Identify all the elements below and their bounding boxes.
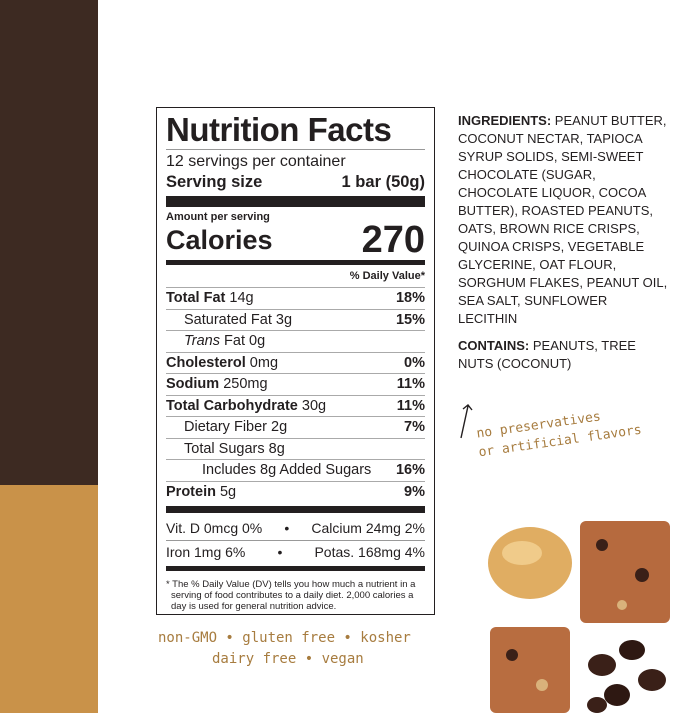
nutrient-dv: 9% — [404, 483, 425, 500]
ingredients-label: INGREDIENTS: — [458, 113, 552, 128]
nutrient-name: Trans Fat 0g — [184, 333, 266, 349]
nutrient-amount: 14g — [229, 290, 254, 306]
footnote: * The % Daily Value (DV) tells you how m… — [166, 579, 416, 612]
vitamin-row: Vit. D 0mcg 0% • Calcium 24mg 2% — [166, 517, 425, 540]
nutrient-row: Cholesterol 0mg 0% — [166, 351, 425, 374]
arrow-icon — [460, 404, 473, 439]
ingredients-panel: INGREDIENTS: PEANUT BUTTER, COCONUT NECT… — [458, 112, 668, 373]
divider — [166, 566, 425, 571]
calories: Calories 270 — [166, 219, 425, 261]
divider — [166, 506, 425, 513]
vitamin-row: Iron 1mg 6% • Potas. 168mg 4% — [166, 541, 425, 564]
claims-line-1: non-GMO • gluten free • kosher — [158, 630, 411, 646]
nutrient-amount: 250mg — [223, 376, 268, 392]
ingredients: INGREDIENTS: PEANUT BUTTER, COCONUT NECT… — [458, 112, 668, 328]
calcium: Calcium 24mg 2% — [311, 520, 425, 536]
nutrient-amount: 5g — [219, 483, 237, 500]
calories-value: 270 — [361, 219, 425, 261]
iron: Iron 1mg 6% — [166, 544, 246, 560]
nutrient-amount: 2g — [271, 419, 288, 435]
ingredients-text: PEANUT BUTTER, COCONUT NECTAR, TAPIOCA S… — [458, 113, 668, 326]
nutrient-name: Protein 5g — [166, 483, 237, 500]
peanut-butter-image — [488, 527, 572, 599]
nutrient-dv: 11% — [396, 397, 425, 414]
contains-text: PEANUTS, TREE NUTS (COCONUT) — [458, 338, 636, 371]
potassium: Potas. 168mg 4% — [314, 544, 425, 560]
nutrient-name: Cholesterol 0mg — [166, 354, 279, 371]
nutrient-name: Includes 8g Added Sugars — [202, 462, 372, 478]
nutrient-name: Total Fat 14g — [166, 290, 254, 306]
nutrient-amount: 0mg — [249, 354, 279, 371]
contains: CONTAINS: PEANUTS, TREE NUTS (COCONUT) — [458, 337, 668, 373]
nutrient-row: Sodium 250mg 11% — [166, 373, 425, 395]
serving-size-label: Serving size — [166, 173, 263, 191]
servings-per-container: 12 servings per container — [166, 153, 346, 170]
nutrient-row: Includes 8g Added Sugars 16% — [166, 459, 425, 481]
nutrient-amount: 8g — [268, 440, 285, 457]
vitamin-d: Vit. D 0mcg 0% — [166, 520, 263, 536]
nutrient-name: Saturated Fat 3g — [184, 311, 293, 328]
bar-piece-image — [490, 627, 570, 713]
serving-size-value: 1 bar (50g) — [341, 173, 425, 191]
brown-color-band — [0, 0, 98, 485]
nutrient-dv: 7% — [404, 419, 425, 435]
bullet: • — [284, 520, 290, 536]
bar-piece-image — [580, 521, 670, 623]
nutrient-name: Total Sugars 8g — [184, 440, 285, 457]
nutrient-amount: 30g — [301, 397, 327, 414]
daily-value-header: % Daily Value* — [349, 270, 425, 282]
claims-line-2: dairy free • vegan — [212, 651, 364, 667]
nutrient-name: Total Carbohydrate 30g — [166, 397, 327, 414]
nutrient-row: Trans Fat 0g — [166, 330, 425, 352]
nutrient-row: Total Sugars 8g — [166, 437, 425, 460]
serving-size: Serving size 1 bar (50g) — [166, 172, 425, 192]
divider — [166, 260, 425, 265]
chocolate-chips-image — [587, 640, 666, 713]
nutrition-facts-label: Nutrition Facts 12 servings per containe… — [156, 107, 435, 615]
contains-label: CONTAINS: — [458, 338, 530, 353]
bullet: • — [277, 544, 283, 560]
nutrient-amount: 3g — [275, 311, 293, 328]
nutrient-dv: 15% — [395, 311, 425, 328]
nutrient-dv: 18% — [395, 290, 425, 306]
nutrient-row: Total Fat 14g 18% — [166, 287, 425, 309]
calories-label: Calories — [166, 225, 273, 255]
nutrient-row: Dietary Fiber 2g 7% — [166, 416, 425, 438]
divider — [166, 196, 425, 207]
label-title: Nutrition Facts — [166, 111, 392, 148]
nutrient-dv: 11% — [396, 376, 425, 392]
nutrient-dv: 16% — [395, 462, 425, 478]
nutrient-dv: 0% — [404, 354, 425, 371]
product-photos — [488, 521, 670, 713]
nutrient-row: Saturated Fat 3g 15% — [166, 308, 425, 331]
amount-per-serving: Amount per serving — [166, 211, 270, 223]
nutrient-name: Dietary Fiber 2g — [184, 419, 288, 435]
tan-color-band — [0, 485, 98, 713]
nutrient-row: Protein 5g 9% — [166, 480, 425, 503]
nutrient-name: Sodium 250mg — [166, 376, 268, 392]
nutrient-row: Total Carbohydrate 30g 11% — [166, 394, 425, 417]
